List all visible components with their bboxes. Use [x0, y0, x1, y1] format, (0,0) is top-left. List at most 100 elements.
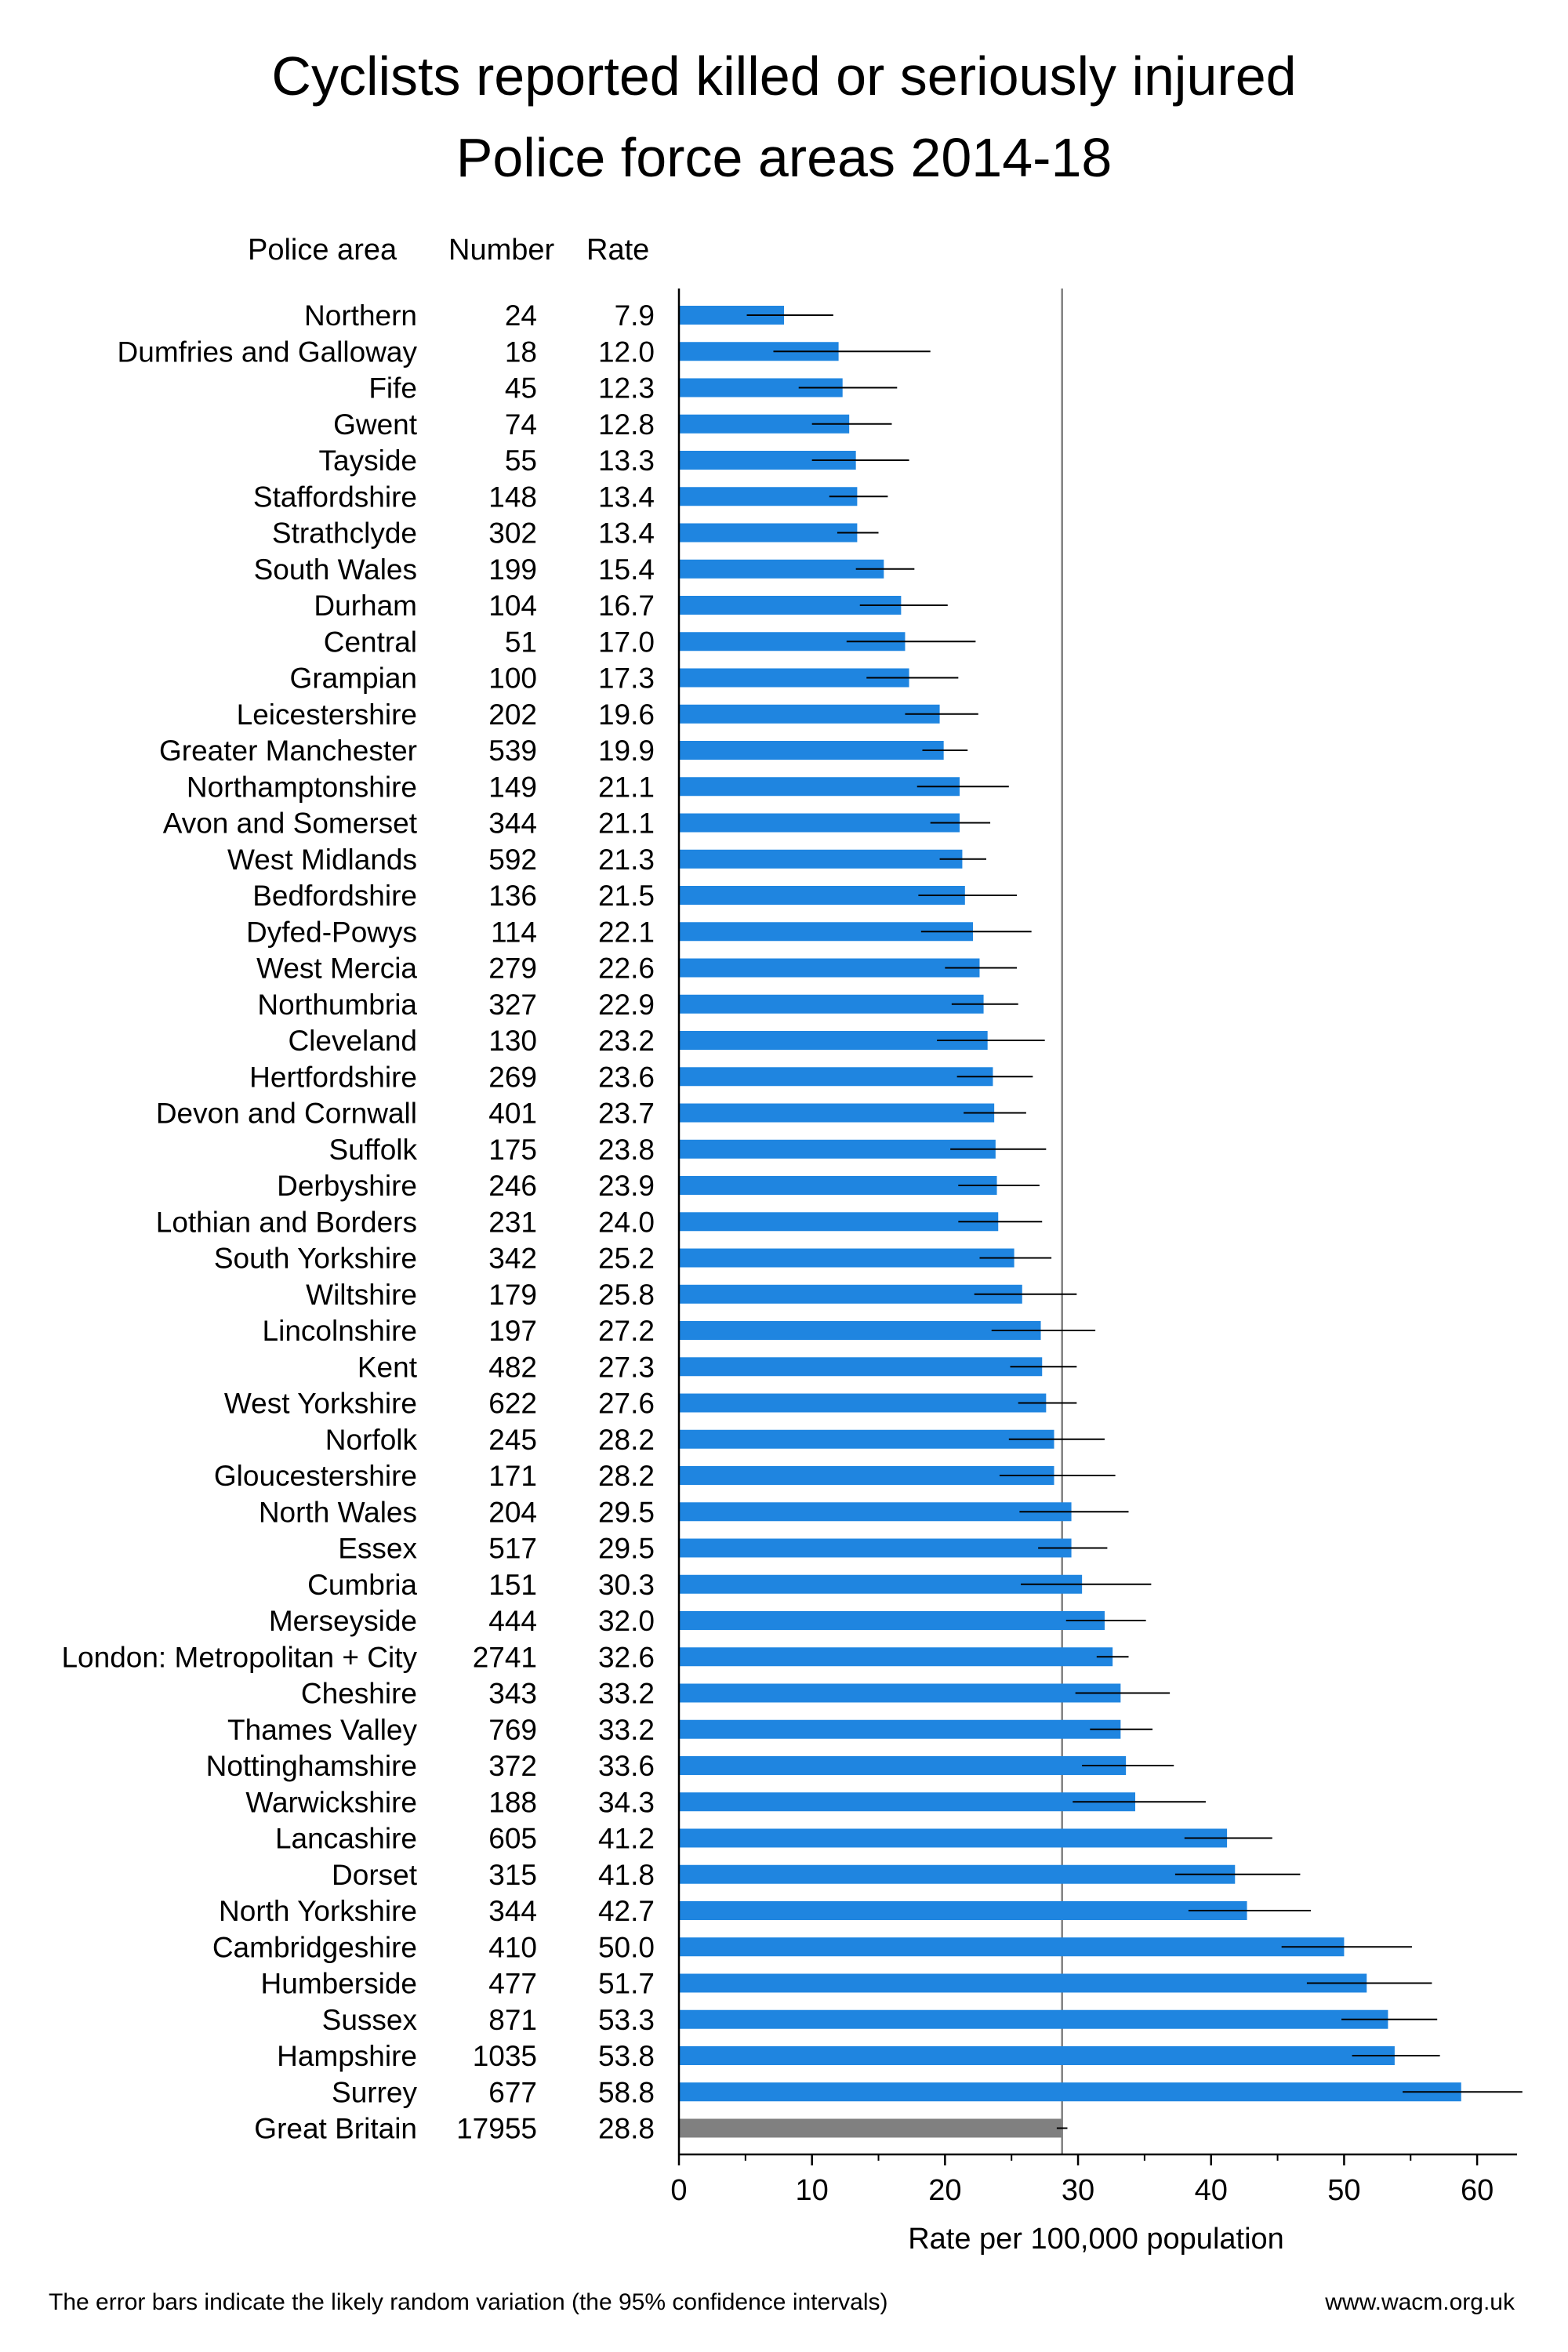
area-label: Cumbria — [307, 1569, 417, 1601]
rate-label: 29.5 — [598, 1496, 655, 1528]
rate-label: 23.6 — [598, 1061, 655, 1093]
bar — [679, 1284, 1022, 1304]
rate-label: 12.0 — [598, 336, 655, 368]
bar — [679, 741, 944, 760]
rate-label: 17.0 — [598, 626, 655, 658]
area-label: Sussex — [322, 2004, 418, 2036]
area-label: Fife — [368, 372, 417, 405]
area-label: Dyfed-Powys — [246, 916, 417, 948]
rate-label: 41.8 — [598, 1859, 655, 1891]
number-label: 279 — [488, 953, 537, 985]
rate-label: 42.7 — [598, 1895, 655, 1927]
rate-label: 34.3 — [598, 1786, 655, 1818]
bar — [679, 994, 984, 1014]
bar — [679, 559, 884, 579]
total-bar — [679, 2118, 1062, 2138]
number-label: 315 — [488, 1859, 537, 1891]
rate-label: 13.4 — [598, 481, 655, 513]
area-label: Bedfordshire — [252, 880, 417, 912]
bar — [679, 1393, 1047, 1413]
bar — [679, 777, 960, 797]
area-label: Lincolnshire — [263, 1315, 417, 1347]
number-label: 269 — [488, 1061, 537, 1093]
number-label: 2741 — [473, 1641, 537, 1673]
number-label: 148 — [488, 481, 537, 513]
bar — [679, 1611, 1105, 1630]
column-header-number: Number — [448, 234, 555, 267]
rate-label: 32.6 — [598, 1641, 655, 1673]
area-label: Gwent — [333, 408, 418, 441]
x-tick-label: 50 — [1327, 2174, 1360, 2207]
x-tick-label: 40 — [1195, 2174, 1228, 2207]
rate-label: 27.3 — [598, 1351, 655, 1383]
bar — [679, 2009, 1388, 2029]
rate-label: 21.1 — [598, 808, 655, 840]
x-tick-label: 30 — [1062, 2174, 1094, 2207]
area-label: Staffordshire — [253, 481, 417, 513]
bar — [679, 2046, 1395, 2065]
rate-label: 13.3 — [598, 445, 655, 477]
bar — [679, 1176, 997, 1195]
number-label: 204 — [488, 1496, 537, 1528]
number-label: 104 — [488, 590, 537, 622]
rate-label: 27.2 — [598, 1315, 655, 1347]
number-label: 769 — [488, 1714, 537, 1746]
rate-label: 7.9 — [615, 299, 655, 332]
area-label: Northumbria — [257, 989, 417, 1021]
area-label: Merseyside — [269, 1605, 417, 1637]
bar — [679, 1719, 1121, 1739]
rate-label: 22.9 — [598, 989, 655, 1021]
area-label: West Midlands — [227, 844, 417, 876]
bar — [679, 849, 963, 869]
bar — [679, 1466, 1054, 1485]
bar — [679, 813, 960, 833]
rate-label: 22.6 — [598, 953, 655, 985]
number-label: 55 — [505, 445, 537, 477]
number-label: 605 — [488, 1823, 537, 1855]
number-label: 74 — [505, 408, 537, 441]
area-label: London: Metropolitan + City — [61, 1641, 417, 1673]
area-label: Kent — [358, 1351, 418, 1383]
area-label: Great Britain — [254, 2113, 417, 2145]
rate-label: 27.6 — [598, 1388, 655, 1420]
rate-label: 51.7 — [598, 1968, 655, 2000]
rate-label: 29.5 — [598, 1533, 655, 1565]
bar — [679, 704, 940, 724]
column-header-rate: Rate — [586, 234, 650, 267]
number-label: 171 — [488, 1460, 537, 1492]
number-label: 202 — [488, 699, 537, 731]
bar — [679, 1973, 1367, 1993]
x-tick-label: 0 — [670, 2174, 687, 2207]
bar — [679, 958, 980, 978]
area-label: Cleveland — [288, 1025, 417, 1057]
bar — [679, 1901, 1247, 1920]
area-label: Nottinghamshire — [206, 1750, 417, 1782]
x-tick-label: 20 — [928, 2174, 961, 2207]
number-label: 344 — [488, 808, 537, 840]
area-label: Northamptonshire — [187, 771, 417, 803]
number-label: 677 — [488, 2076, 537, 2108]
rate-label: 16.7 — [598, 590, 655, 622]
bar — [679, 1864, 1236, 1884]
rate-label: 23.9 — [598, 1170, 655, 1202]
x-tick-label: 10 — [796, 2174, 829, 2207]
rate-label: 28.2 — [598, 1424, 655, 1456]
bar — [679, 1502, 1072, 1522]
footer-note: The error bars indicate the likely rando… — [49, 2289, 888, 2315]
rate-label: 24.0 — [598, 1206, 655, 1238]
number-label: 245 — [488, 1424, 537, 1456]
bar — [679, 1756, 1127, 1775]
rate-label: 19.9 — [598, 735, 655, 767]
number-label: 18 — [505, 336, 537, 368]
area-label: Greater Manchester — [159, 735, 417, 767]
chart-title-line-2: Police force areas 2014-18 — [456, 127, 1112, 188]
rate-label: 28.8 — [598, 2113, 655, 2145]
number-label: 539 — [488, 735, 537, 767]
number-label: 149 — [488, 771, 537, 803]
bar — [679, 1357, 1043, 1377]
area-label: Thames Valley — [227, 1714, 417, 1746]
bar — [679, 1031, 988, 1050]
number-label: 401 — [488, 1098, 537, 1130]
area-label: Warwickshire — [245, 1786, 417, 1818]
bar — [679, 886, 965, 905]
